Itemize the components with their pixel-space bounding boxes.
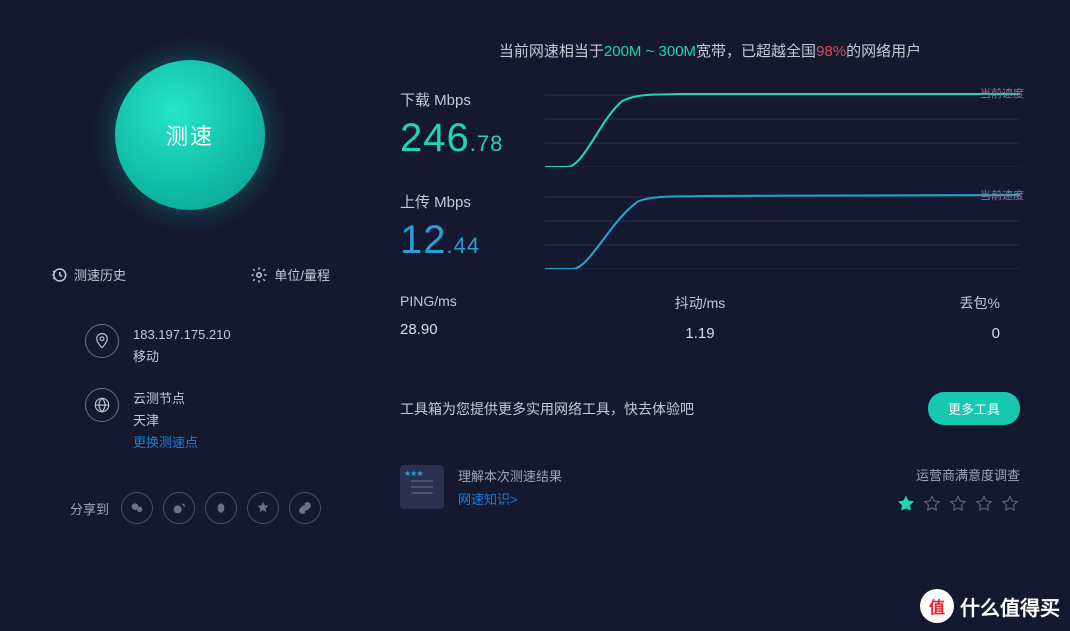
star-4[interactable] bbox=[974, 494, 994, 517]
tools-text: 工具箱为您提供更多实用网络工具，快去体验吧 bbox=[400, 399, 694, 419]
share-label: 分享到 bbox=[70, 499, 109, 518]
loss-value: 0 bbox=[800, 325, 1000, 342]
watermark: 值 什么值得买 bbox=[920, 589, 1060, 623]
unit-button[interactable]: 单位/量程 bbox=[250, 265, 330, 284]
star-2[interactable] bbox=[922, 494, 942, 517]
share-weibo-icon[interactable] bbox=[163, 492, 195, 524]
knowledge-link[interactable]: 网速知识> bbox=[458, 488, 562, 511]
knowledge-block: ★★★ 理解本次测速结果 网速知识> bbox=[400, 465, 562, 512]
share-link-icon[interactable] bbox=[289, 492, 321, 524]
report-icon: ★★★ bbox=[400, 465, 444, 509]
share-qq-icon[interactable] bbox=[205, 492, 237, 524]
upload-section: 上传 Mbps 12.44 当前速度 bbox=[400, 191, 1020, 263]
watermark-text: 什么值得买 bbox=[960, 592, 1060, 621]
watermark-badge: 值 bbox=[920, 589, 954, 623]
location-icon bbox=[85, 324, 119, 358]
download-section: 下载 Mbps 246.78 当前速度 bbox=[400, 89, 1020, 161]
globe-icon bbox=[85, 388, 119, 422]
history-button[interactable]: 测速历史 bbox=[50, 265, 126, 284]
jitter-label: 抖动/ms bbox=[600, 293, 800, 313]
share-wechat-icon[interactable] bbox=[121, 492, 153, 524]
change-node-link[interactable]: 更换测速点 bbox=[133, 432, 198, 454]
isp-name: 移动 bbox=[133, 346, 231, 368]
summary-banner: 当前网速相当于200M ~ 300M宽带，已超越全国98%的网络用户 bbox=[400, 40, 1020, 61]
survey-stars[interactable] bbox=[896, 494, 1020, 517]
metrics-row: PING/ms 28.90 抖动/ms 1.19 丢包% 0 bbox=[400, 293, 1020, 342]
node-city: 天津 bbox=[133, 410, 198, 432]
upload-chart bbox=[545, 191, 1020, 269]
knowledge-title: 理解本次测速结果 bbox=[458, 465, 562, 488]
star-5[interactable] bbox=[1000, 494, 1020, 517]
upload-chart-tag: 当前速度 bbox=[980, 187, 1024, 203]
history-label: 测速历史 bbox=[74, 265, 126, 284]
node-label: 云测节点 bbox=[133, 388, 198, 410]
ip-address: 183.197.175.210 bbox=[133, 324, 231, 346]
more-tools-button[interactable]: 更多工具 bbox=[928, 392, 1020, 425]
speedtest-label: 测速 bbox=[166, 119, 214, 151]
share-favorite-icon[interactable] bbox=[247, 492, 279, 524]
jitter-value: 1.19 bbox=[600, 325, 800, 342]
speedtest-button[interactable]: 测速 bbox=[115, 60, 265, 210]
loss-label: 丢包% bbox=[800, 293, 1000, 313]
star-3[interactable] bbox=[948, 494, 968, 517]
unit-label: 单位/量程 bbox=[274, 265, 330, 284]
ping-label: PING/ms bbox=[400, 293, 600, 309]
history-icon bbox=[50, 266, 68, 284]
star-1[interactable] bbox=[896, 494, 916, 517]
ip-info: 183.197.175.210 移动 bbox=[50, 324, 330, 368]
gear-icon bbox=[250, 266, 268, 284]
download-chart-tag: 当前速度 bbox=[980, 85, 1024, 101]
survey-label: 运营商满意度调查 bbox=[896, 465, 1020, 484]
node-info: 云测节点 天津 更换测速点 bbox=[50, 388, 330, 454]
ping-value: 28.90 bbox=[400, 321, 600, 338]
download-chart bbox=[545, 89, 1020, 167]
